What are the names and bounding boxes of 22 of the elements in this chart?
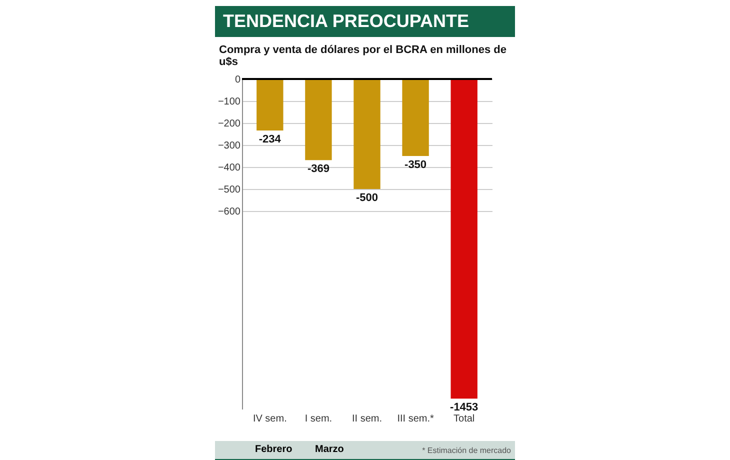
text: * Estimación de mercado xyxy=(422,446,511,455)
data-label: -500 xyxy=(356,192,378,204)
data-label: -1453 xyxy=(450,402,478,414)
y-tick-label: −100 xyxy=(218,96,241,108)
y-tick-label: −300 xyxy=(218,140,241,152)
x-tick-label: II sem. xyxy=(352,414,382,424)
data-label: -234 xyxy=(258,133,282,146)
y-tick-label: −200 xyxy=(218,118,241,130)
y-tick-label: −500 xyxy=(218,184,241,196)
chart-title: TENDENCIA PREOCUPANTE xyxy=(215,6,515,40)
chart-subtitle: Compra y venta de dólares por el BCRA en millones de u$s xyxy=(218,43,508,68)
text: Febrero xyxy=(255,444,292,455)
text: Marzo xyxy=(315,444,344,455)
y-tick-label: 0 xyxy=(234,74,241,86)
data-label: -369 xyxy=(307,163,330,176)
x-tick-label: I sem. xyxy=(304,414,332,424)
x-tick-label: III sem.* xyxy=(397,414,434,424)
y-tick-label: −600 xyxy=(218,206,241,218)
x-tick-label: Total xyxy=(454,414,475,424)
y-tick-label: −400 xyxy=(218,162,241,174)
x-tick-label: IV sem. xyxy=(252,414,287,424)
data-label: -350 xyxy=(404,159,427,171)
